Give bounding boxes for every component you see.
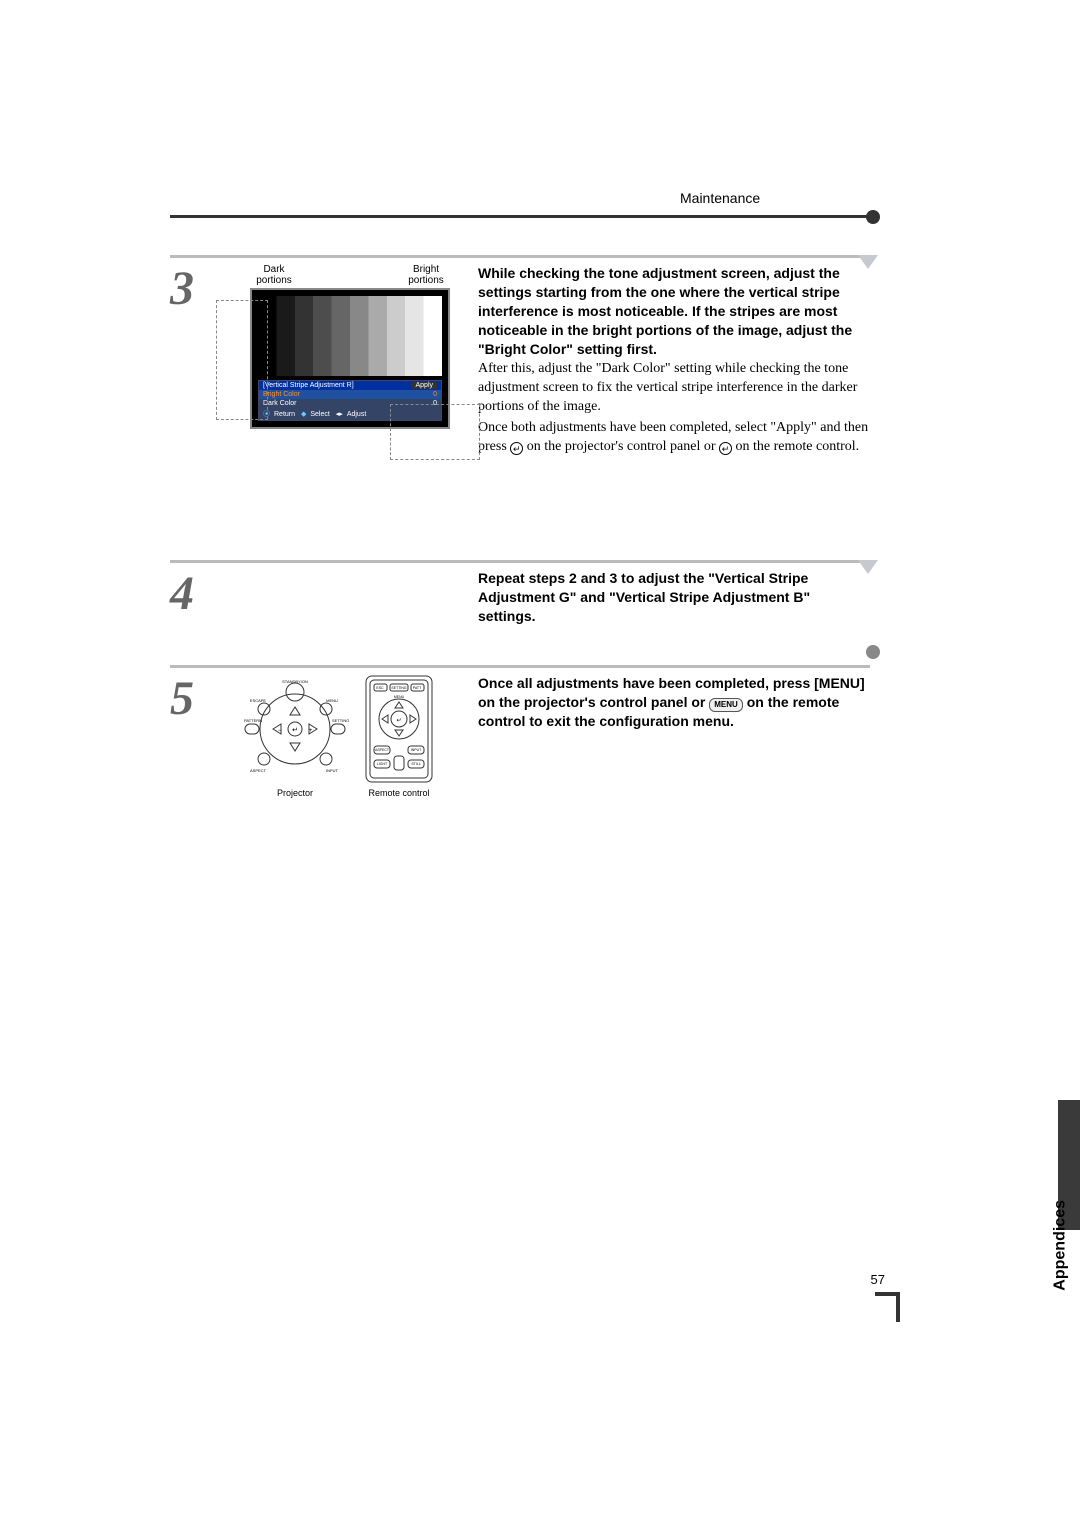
dark-portions-label: Darkportions xyxy=(244,264,304,286)
svg-text:STANDBY/ON: STANDBY/ON xyxy=(282,679,308,684)
enter-icon: ↵ xyxy=(510,442,523,455)
page-header: Maintenance xyxy=(680,190,760,206)
step3-para1: After this, adjust the "Dark Color" sett… xyxy=(478,360,870,417)
step4-bold: Repeat steps 2 and 3 to adjust the "Vert… xyxy=(478,569,870,626)
enter-remote-icon: ↵ xyxy=(719,442,732,455)
svg-text:ASPECT: ASPECT xyxy=(250,768,267,773)
svg-text:PATT: PATT xyxy=(413,686,422,690)
svg-text:MENU: MENU xyxy=(326,698,338,703)
step-rule xyxy=(170,255,870,258)
step4-text: Repeat steps 2 and 3 to adjust the "Vert… xyxy=(478,569,870,626)
bright-callout-box xyxy=(390,404,480,460)
svg-text:↵: ↵ xyxy=(396,718,401,724)
projector-label: Projector xyxy=(277,788,313,798)
osd-apply: Apply xyxy=(411,382,437,389)
section-dot xyxy=(866,645,880,659)
svg-text:SETTING: SETTING xyxy=(391,686,406,690)
page-mark-v xyxy=(896,1292,900,1322)
step-number: 5 xyxy=(170,671,194,726)
step-rule xyxy=(170,665,870,668)
step3-text: While checking the tone adjustment scree… xyxy=(478,264,870,457)
projector-diagram: STANDBY/ON ↵ ESCAPE MENU PATTERN SETTING… xyxy=(240,674,350,798)
svg-text:PATTERN: PATTERN xyxy=(244,718,262,723)
osd-title: [Vertical Stripe Adjustment R] xyxy=(263,382,354,389)
step3-para2: Once both adjustments have been complete… xyxy=(478,419,870,457)
svg-text:STILL: STILL xyxy=(411,762,420,766)
header-dot xyxy=(866,210,880,224)
osd-dark-color: Dark Color xyxy=(263,400,296,407)
step5-bold: Once all adjustments have been completed… xyxy=(478,674,870,731)
svg-text:−: − xyxy=(278,728,282,734)
chevron-down-icon xyxy=(858,560,878,574)
osd-bright-color: Bright Color xyxy=(263,391,300,398)
svg-text:INPUT: INPUT xyxy=(411,748,422,752)
step-number: 3 xyxy=(170,261,194,316)
svg-text:INPUT: INPUT xyxy=(326,768,339,773)
step4-spacer xyxy=(240,569,460,626)
remote-diagram: ESC SETTING PATT ↵ MENU ASPECT INPUT LIG… xyxy=(364,674,434,798)
svg-text:SETTING: SETTING xyxy=(332,718,349,723)
step3-figure: Darkportions Brightportions [Vertical St… xyxy=(240,264,460,457)
page-number: 57 xyxy=(871,1272,885,1287)
svg-text:ASPECT: ASPECT xyxy=(375,748,390,752)
header-rule xyxy=(170,215,870,218)
side-label: Appendices xyxy=(1052,1200,1070,1291)
svg-text:+: + xyxy=(309,728,313,734)
remote-label: Remote control xyxy=(368,788,429,798)
chevron-down-icon xyxy=(858,255,878,269)
gradient-bar xyxy=(258,296,442,376)
step-4: 4 Repeat steps 2 and 3 to adjust the "Ve… xyxy=(170,560,870,626)
dark-callout-box xyxy=(216,300,268,420)
step-number: 4 xyxy=(170,566,194,621)
step-rule xyxy=(170,560,870,563)
svg-text:ESC: ESC xyxy=(376,686,384,690)
svg-text:LIGHT: LIGHT xyxy=(377,762,388,766)
svg-text:MENU: MENU xyxy=(394,695,405,699)
svg-text:↵: ↵ xyxy=(292,727,298,734)
bright-portions-label: Brightportions xyxy=(396,264,456,286)
step5-figure: STANDBY/ON ↵ ESCAPE MENU PATTERN SETTING… xyxy=(240,674,460,798)
step5-text: Once all adjustments have been completed… xyxy=(478,674,870,798)
step3-bold: While checking the tone adjustment scree… xyxy=(478,264,870,358)
osd-bright-val: 0 xyxy=(433,391,437,398)
svg-text:ESCAPE: ESCAPE xyxy=(250,698,267,703)
step-3: 3 Darkportions Brightportions [Vertical … xyxy=(170,255,870,457)
step-5: 5 STANDBY/ON ↵ ESCAPE MENU PATTERN SETTI… xyxy=(170,665,870,798)
menu-button-icon: MENU xyxy=(709,698,743,712)
